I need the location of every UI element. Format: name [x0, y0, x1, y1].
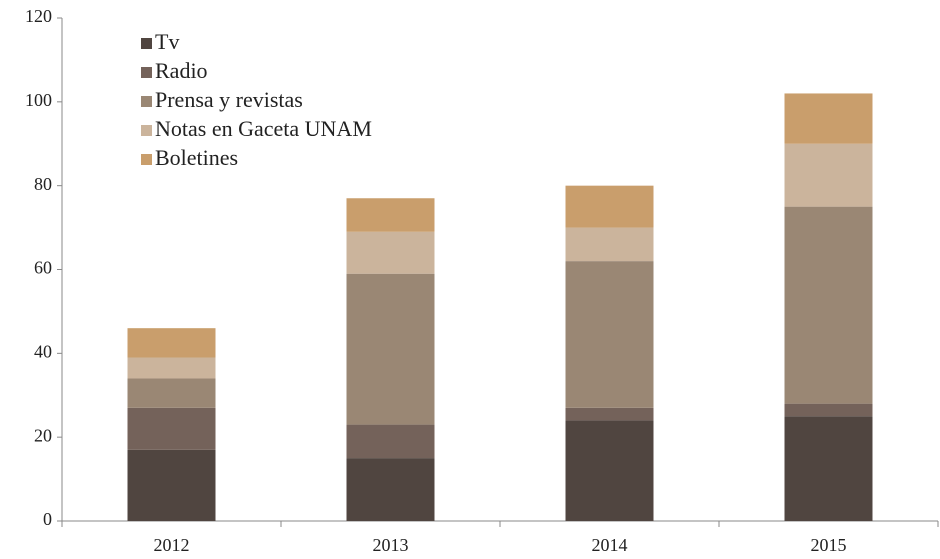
y-tick-label: 0: [43, 509, 52, 529]
y-tick-label: 20: [34, 425, 52, 445]
bar-segment: [127, 378, 216, 408]
bar-segment: [127, 357, 216, 379]
legend-label: Boletines: [155, 145, 238, 170]
legend-swatch: [141, 154, 152, 165]
bar-segment: [127, 407, 216, 450]
bar-segment: [565, 261, 654, 408]
bar-segment: [346, 424, 435, 459]
legend: Tv Radio Prensa y revistas Notas en Gaceta …: [141, 29, 372, 170]
bar-segment: [784, 93, 873, 144]
bar-segment: [565, 227, 654, 262]
bar-segment: [784, 403, 873, 417]
legend-label: Notas en Gaceta UNAM: [155, 116, 372, 141]
y-tick-label: 40: [34, 341, 52, 361]
bar-segment: [565, 185, 654, 228]
bar-segment: [127, 328, 216, 358]
x-tick-label: 2015: [811, 535, 847, 555]
x-tick-label: 2012: [154, 535, 190, 555]
legend-swatch: [141, 67, 152, 78]
bar-segment: [784, 143, 873, 207]
legend-swatch: [141, 38, 152, 49]
bar-segment: [346, 273, 435, 425]
x-tick-label: 2013: [373, 535, 409, 555]
y-tick-label: 100: [25, 90, 52, 110]
y-tick-label: 80: [34, 174, 52, 194]
bar-segment: [784, 206, 873, 404]
legend-swatch: [141, 125, 152, 136]
x-tick-label: 2014: [592, 535, 628, 555]
legend-swatch: [141, 96, 152, 107]
bar-segment: [346, 198, 435, 232]
bar-segment: [346, 231, 435, 274]
bar-segment: [565, 420, 654, 521]
bar-segment: [346, 458, 435, 521]
bar-segment: [127, 449, 216, 521]
y-tick-label: 60: [34, 258, 52, 278]
y-tick-label: 120: [25, 6, 52, 26]
legend-label: Tv: [155, 29, 179, 54]
legend-label: Radio: [155, 58, 208, 83]
bar-segment: [565, 407, 654, 421]
bar-segment: [784, 416, 873, 521]
legend-label: Prensa y revistas: [155, 87, 303, 112]
